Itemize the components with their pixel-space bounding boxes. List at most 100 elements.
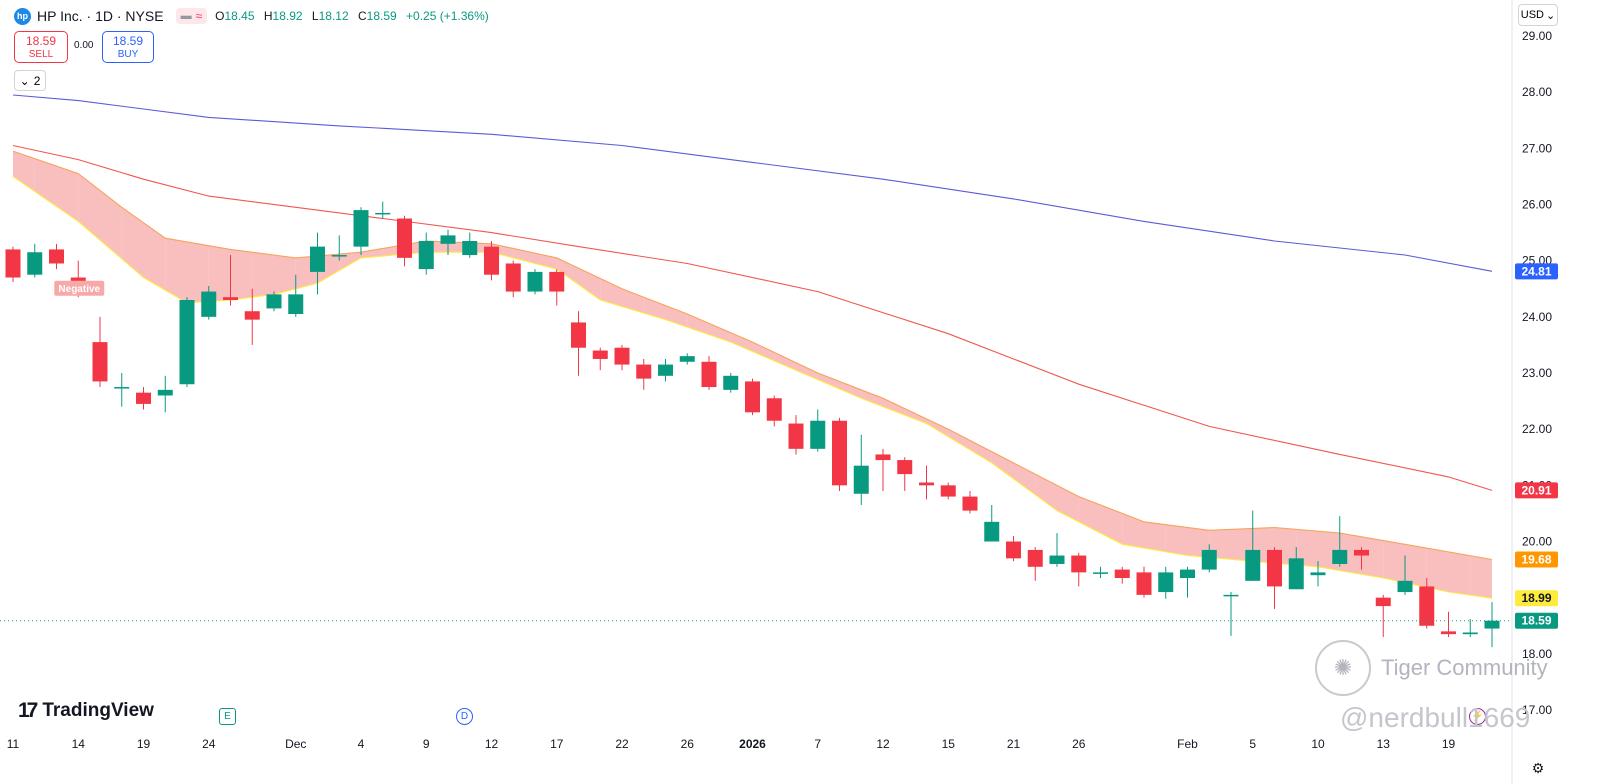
cloud-segment [817, 373, 840, 389]
cloud-segment [991, 451, 1014, 479]
chevron-down-icon: ⌄ [19, 73, 30, 88]
candle-body [201, 291, 217, 317]
sell-button[interactable]: 18.59 SELL [14, 31, 68, 63]
candle [1136, 566, 1152, 598]
symbol-title[interactable]: HP Inc. · 1D · NYSE [37, 8, 164, 24]
price-tag-label: 18.99 [1521, 591, 1551, 605]
high-label: H [263, 9, 273, 23]
candle [1441, 611, 1456, 637]
cloud-segment [1296, 529, 1318, 567]
candle [919, 465, 934, 500]
candle [266, 291, 282, 312]
trend-cloud [13, 151, 1492, 599]
cloud-segment [1470, 555, 1492, 599]
candle [353, 207, 369, 256]
candle-body [962, 496, 978, 511]
candle [310, 232, 325, 295]
cloud-segment [1426, 548, 1449, 593]
candle-body [940, 485, 956, 497]
x-tick-label: 26 [1072, 737, 1086, 751]
candle-body [1288, 558, 1304, 590]
symbol-header: hp HP Inc. · 1D · NYSE ▬ ≈ O18.45 H18.92… [14, 5, 495, 27]
x-tick-label: 26 [681, 737, 695, 751]
line-style-icon: ▬ [180, 10, 192, 22]
candle-body [49, 249, 64, 264]
x-tick-label: 12 [485, 737, 499, 751]
cloud-segment [1122, 513, 1144, 549]
price-tag-bg [1515, 482, 1558, 499]
candle-body [571, 322, 586, 348]
indicator-count: 2 [33, 73, 41, 88]
price-tags: 24.81 20.91 19.68 18.99 18.59 [1515, 263, 1558, 629]
candle-body [1462, 632, 1478, 635]
candle [5, 246, 21, 283]
tiger-community-watermark: ✺ Tiger Community [1315, 640, 1548, 696]
price-tag-label: 19.68 [1521, 552, 1551, 566]
cloud-label-bg [54, 280, 105, 296]
x-tick-label: 12 [876, 737, 890, 751]
flash-event-icon[interactable]: ⚡ [1469, 708, 1486, 725]
dividend-event-icon[interactable]: D [456, 708, 473, 725]
candle [1027, 547, 1043, 581]
candle [201, 285, 217, 320]
candle-body [810, 420, 826, 449]
cloud-segment [861, 389, 883, 407]
cloud-segment [56, 166, 79, 222]
series-line-ma-20 [12, 150, 1493, 561]
candle-body [527, 271, 543, 292]
candle-body [984, 521, 1000, 542]
cloud-segment [926, 418, 949, 437]
cloud-segment [948, 429, 970, 450]
candle [27, 243, 43, 278]
settings-gear-icon[interactable]: ⚙ [1531, 759, 1545, 776]
candle-body [1267, 549, 1282, 587]
y-axis-ticks: 29.0028.0027.0026.0025.0024.0023.0022.00… [1522, 29, 1552, 717]
candle [1397, 555, 1413, 595]
cloud-segment [143, 222, 166, 291]
x-tick-label: 22 [615, 737, 629, 751]
candle [1354, 547, 1369, 570]
candle-body [592, 350, 608, 359]
currency-selector[interactable]: USD ⌄ [1518, 4, 1558, 26]
candle [1006, 535, 1021, 562]
series-line-ma-200 [12, 94, 1493, 272]
candle [1462, 619, 1478, 637]
cloud-segment [274, 255, 296, 295]
y-tick-label: 17.00 [1522, 703, 1552, 717]
candle [658, 358, 673, 382]
candle [136, 387, 151, 410]
low-label: L [311, 9, 319, 23]
x-tick-label: 7 [814, 737, 821, 751]
candle [1093, 566, 1108, 579]
candle-body [440, 235, 456, 244]
tradingview-name: TradingView [42, 700, 154, 721]
candle [1201, 544, 1217, 573]
x-tick-label: 19 [137, 737, 151, 751]
cloud-segment [361, 248, 383, 258]
buy-button[interactable]: 18.59 BUY [102, 31, 154, 63]
candle-body [875, 454, 891, 461]
series-line-ma-50 [12, 144, 1493, 491]
candle [962, 490, 978, 514]
indicators-collapse-button[interactable]: ⌄ 2 [14, 70, 46, 91]
cloud-segment [709, 323, 731, 343]
x-tick-label: 9 [423, 737, 430, 751]
tiger-logo-icon: ✺ [1315, 640, 1371, 696]
candle-body [832, 420, 847, 486]
candle-body [266, 294, 282, 309]
cloud-segment [1383, 540, 1405, 583]
earnings-event-icon[interactable]: E [219, 708, 236, 725]
candle [853, 434, 869, 505]
cloud-segment [13, 151, 35, 192]
buy-label: BUY [117, 49, 139, 60]
x-tick-label: 19 [1442, 737, 1456, 751]
tradingview-logo[interactable]: 17 TradingView [18, 699, 154, 723]
compare-toggle[interactable]: ▬ ≈ [175, 8, 208, 24]
low-value: 18.12 [318, 9, 349, 23]
candle [1223, 592, 1239, 636]
cloud-segment [665, 305, 688, 328]
candle [1375, 594, 1391, 637]
cloud-segment [1361, 536, 1384, 579]
candle-body [1245, 549, 1261, 581]
